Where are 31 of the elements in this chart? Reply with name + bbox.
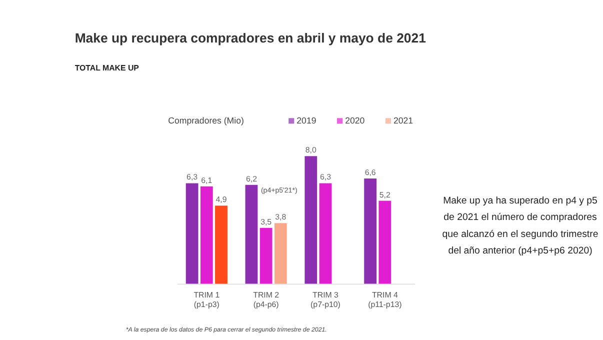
- bar: [260, 228, 272, 284]
- bar: [364, 178, 377, 284]
- bar: [200, 186, 213, 284]
- bar: [215, 206, 228, 284]
- data-label: 6,2: [246, 174, 257, 184]
- x-tick-label: TRIM 3 (p7-p10): [310, 290, 341, 310]
- data-label: 8,0: [305, 146, 317, 155]
- bar: [274, 223, 287, 284]
- x-tick-label: TRIM 1 (p1-p3): [194, 290, 220, 310]
- y-axis-title: Compradores (Mio): [168, 116, 244, 126]
- data-label: 6,6: [364, 168, 376, 177]
- bar: [186, 183, 198, 284]
- data-label: 5,2: [379, 190, 390, 200]
- data-label: 6,3: [186, 172, 198, 182]
- bar: [245, 184, 258, 284]
- text: TOTAL MAKE UP: [74, 64, 139, 73]
- legend-label: 2019: [296, 116, 316, 126]
- data-label: 3,8: [275, 212, 287, 222]
- data-label: 6,3: [320, 172, 332, 182]
- data-label: 4,9: [216, 195, 228, 204]
- x-tick-label: TRIM 4 (p11-p13): [368, 290, 402, 310]
- bar: [378, 200, 392, 284]
- data-label: 3,5: [260, 217, 272, 226]
- chart-title: Make up recupera compradores en abril y mayo de 2021: [74, 30, 426, 46]
- legend-label: 2021: [393, 116, 414, 126]
- legend-label: 2020: [345, 116, 365, 126]
- bar: [319, 183, 332, 284]
- data-label: 6,1: [201, 176, 213, 185]
- text: Make up ya ha superado en p4 y p5 de 2021 el número de compradores que alcanzó en el segundo trimestre del año anterior (p4+p5+p6 2020): [442, 195, 598, 257]
- x-tick-label: TRIM 2 (p4-p6): [253, 290, 280, 310]
- bar: [304, 156, 318, 284]
